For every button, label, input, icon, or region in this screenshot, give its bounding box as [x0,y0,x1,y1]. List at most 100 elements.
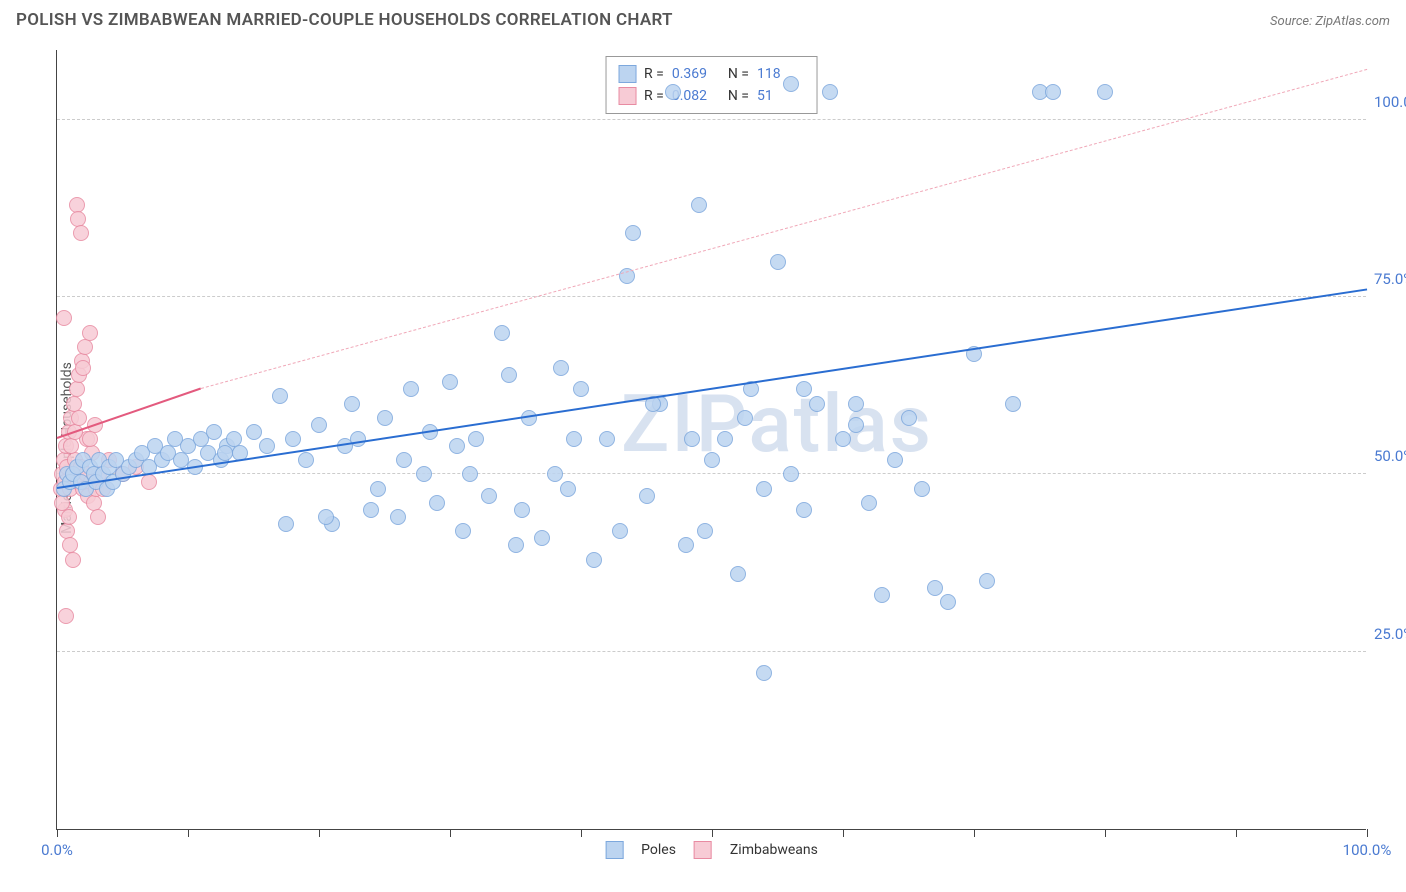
scatter-point [206,424,222,440]
scatter-point [481,488,497,504]
scatter-point [370,481,386,497]
scatter-point [783,76,799,92]
scatter-point [350,431,366,447]
scatter-point [914,481,930,497]
scatter-point [278,516,294,532]
scatter-point [390,509,406,525]
n-value: 51 [757,88,805,104]
scatter-point [940,594,956,610]
scatter-point [462,466,478,482]
scatter-point [63,438,79,454]
r-value: 0.369 [672,66,720,82]
gridline [57,119,1366,120]
legend-swatch [694,841,712,859]
scatter-point [566,431,582,447]
scatter-point [737,410,753,426]
scatter-point [403,381,419,397]
scatter-point [770,254,786,270]
scatter-point [835,431,851,447]
scatter-point [730,566,746,582]
x-tick-label: 0.0% [41,841,73,859]
scatter-point [553,360,569,376]
scatter-point [1097,84,1113,100]
series-legend: Poles Zimbabweans [605,841,818,859]
scatter-point [416,466,432,482]
n-label: N = [728,66,749,82]
gridline [57,473,1366,474]
header: POLISH VS ZIMBABWEAN MARRIED-COUPLE HOUS… [16,10,1390,30]
scatter-point [599,431,615,447]
scatter-point [442,374,458,390]
y-tick-label: 25.0% [1374,625,1406,643]
legend-row: R =0.082N =51 [618,85,805,107]
legend-label: Zimbabweans [730,842,818,858]
scatter-point [82,325,98,341]
gridline [57,651,1366,652]
x-tick [57,829,58,837]
scatter-point [1045,84,1061,100]
r-label: R = [644,66,664,82]
legend-swatch [618,65,636,83]
scatter-point [927,580,943,596]
x-tick [712,829,713,837]
x-tick [1367,829,1368,837]
plot-area: Married-couple Households ZIPatlas R =0.… [56,50,1366,830]
scatter-point [665,84,681,100]
scatter-point [717,431,733,447]
scatter-point [217,445,233,461]
scatter-point [796,502,812,518]
scatter-point [514,502,530,518]
scatter-point [697,523,713,539]
n-label: N = [728,88,749,104]
scatter-point [65,552,81,568]
scatter-point [377,410,393,426]
n-value: 118 [757,66,805,82]
x-tick [974,829,975,837]
scatter-point [344,396,360,412]
scatter-point [639,488,655,504]
scatter-point [612,523,628,539]
scatter-point [979,573,995,589]
scatter-point [901,410,917,426]
scatter-point [259,438,275,454]
scatter-point [861,495,877,511]
legend-swatch [605,841,623,859]
scatter-point [796,381,812,397]
scatter-point [586,552,602,568]
x-tick [1236,829,1237,837]
scatter-point [494,325,510,341]
chart-title: POLISH VS ZIMBABWEAN MARRIED-COUPLE HOUS… [16,10,673,30]
scatter-point [75,360,91,376]
x-tick [450,829,451,837]
scatter-point [318,509,334,525]
scatter-point [874,587,890,603]
scatter-point [887,452,903,468]
r-label: R = [644,88,664,104]
x-tick-label: 100.0% [1343,841,1392,859]
x-tick [188,829,189,837]
scatter-point [848,396,864,412]
scatter-point [691,197,707,213]
scatter-point [71,410,87,426]
watermark: ZIPatlas [621,377,933,471]
scatter-point [560,481,576,497]
scatter-point [508,537,524,553]
scatter-point [69,381,85,397]
scatter-point [285,431,301,447]
scatter-point [246,424,262,440]
scatter-point [56,310,72,326]
scatter-point [77,339,93,355]
scatter-point [809,396,825,412]
scatter-point [625,225,641,241]
scatter-point [298,452,314,468]
legend-label: Poles [641,842,676,858]
legend-row: R = 0.369 N = 118 [618,63,805,85]
scatter-point [756,665,772,681]
scatter-point [678,537,694,553]
scatter-point [272,388,288,404]
scatter-point [573,381,589,397]
scatter-point [429,495,445,511]
scatter-point [90,509,106,525]
y-tick-label: 50.0% [1374,447,1406,465]
scatter-point [848,417,864,433]
